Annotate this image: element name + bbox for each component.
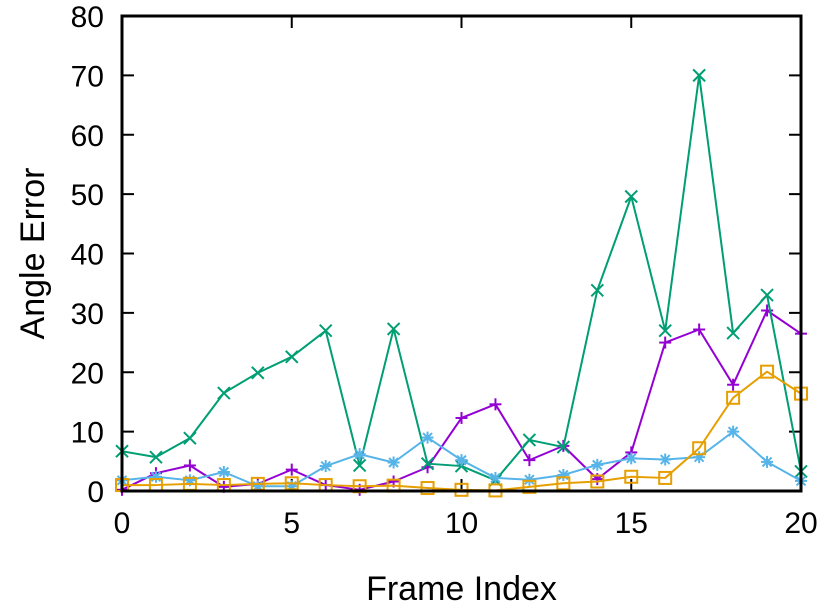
x-tick-label: 20 [784,507,817,540]
data-point-marker [624,189,638,204]
data-point-marker [489,398,502,411]
data-point-marker [149,450,163,464]
data-point-marker [387,456,400,469]
y-tick-label: 30 [71,298,104,331]
data-point-marker [590,474,605,489]
data-point-marker [386,322,401,336]
plot-frame [120,14,803,493]
data-point-marker [522,433,537,447]
data-point-marker [659,336,672,349]
data-point-marker [285,350,299,364]
data-point-marker [285,463,298,476]
data-point-marker [693,323,706,336]
y-tick-label: 50 [71,179,104,212]
y-tick-label: 10 [71,417,104,450]
data-point-marker [455,411,468,424]
data-point-marker [420,481,435,496]
data-point-marker [284,476,299,491]
data-point-marker [421,431,434,444]
y-tick-label: 0 [87,476,104,509]
x-axis-title: Frame Index [366,570,557,608]
data-point-marker [455,454,468,467]
data-point-marker [625,452,638,465]
x-tick-label: 15 [615,507,648,540]
data-point-marker [727,425,740,438]
data-point-marker [692,441,707,456]
data-point-marker [556,440,571,454]
data-point-marker [693,451,706,464]
data-point-marker [692,68,706,83]
data-point-marker [353,448,366,461]
data-point-marker [149,470,162,483]
data-point-marker [251,366,265,380]
y-tick-label: 40 [71,239,104,272]
data-point-marker [523,454,536,467]
data-point-marker [556,476,571,491]
data-point-marker [726,326,740,340]
data-point-marker [624,469,639,484]
data-point-marker [217,466,230,478]
data-point-marker [217,386,231,400]
data-point-marker [659,453,672,466]
data-point-marker [420,456,435,471]
data-point-marker [761,455,774,468]
data-point-marker [726,390,741,405]
y-tick-labels: 0 10 20 30 40 50 60 70 80 [71,1,104,509]
x-tick-labels: 0 5 10 15 20 [114,507,818,540]
data-point-marker [318,323,333,338]
x-tick-label: 10 [445,507,478,540]
data-point-marker [352,458,367,473]
data-point-marker [658,470,673,485]
data-point-marker [760,364,775,379]
y-tick-label: 20 [71,357,104,390]
y-axis-title: Angle Error [14,168,52,340]
data-point-marker [523,473,536,486]
data-point-marker [522,479,537,494]
y-tick-label: 80 [71,1,104,34]
data-point-marker [727,378,740,391]
x-tick-label: 0 [114,507,131,540]
data-point-marker [658,323,672,338]
data-point-marker [760,288,774,302]
data-point-marker [319,460,332,473]
data-point-marker [557,468,570,481]
x-tick-label: 5 [283,507,300,540]
data-point-marker [183,459,196,472]
data-point-marker [761,304,774,317]
y-tick-label: 60 [71,120,104,153]
data-point-marker [183,431,197,445]
data-point-marker [590,283,605,298]
data-point-marker [591,458,604,471]
data-point-marker [489,471,502,484]
series-group [115,68,808,498]
y-tick-label: 70 [71,60,104,93]
